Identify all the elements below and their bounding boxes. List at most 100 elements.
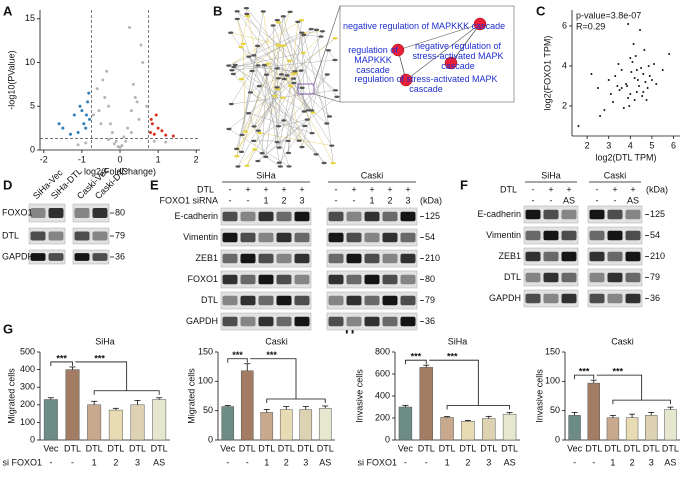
y-tick-label: 50 bbox=[550, 405, 560, 415]
blot-band bbox=[526, 273, 541, 283]
network-node bbox=[297, 140, 302, 142]
x-sublabel: 1 bbox=[445, 457, 450, 467]
network-node bbox=[226, 128, 231, 130]
zoom-line bbox=[314, 94, 340, 102]
network-node bbox=[278, 45, 283, 47]
blot-row-label: DTL bbox=[201, 295, 218, 305]
x-tick-label: -1 bbox=[78, 154, 86, 164]
kda-label: 210 bbox=[425, 253, 440, 263]
chart-title: Caski bbox=[265, 336, 288, 346]
network-edge bbox=[328, 50, 335, 60]
bar bbox=[461, 421, 474, 440]
point bbox=[138, 118, 141, 121]
x-sublabel: 3 bbox=[135, 457, 140, 467]
blot-band bbox=[347, 212, 362, 222]
y-axis-label: Invasive cells bbox=[354, 369, 364, 423]
condition-value: + bbox=[630, 184, 635, 194]
annotation: p-value=3.8e-07 bbox=[576, 10, 641, 20]
y-tick-label: 500 bbox=[20, 346, 35, 356]
point bbox=[608, 79, 610, 81]
network-node bbox=[276, 77, 281, 79]
condition-value: + bbox=[548, 184, 553, 194]
x-sublabel: - bbox=[592, 457, 595, 467]
blot-band bbox=[401, 233, 416, 243]
point bbox=[621, 87, 623, 89]
blot-band bbox=[590, 252, 605, 262]
blot-band bbox=[277, 296, 292, 306]
go-term: regulation of MAPKKK cascade bbox=[341, 45, 405, 75]
x-sublabel: - bbox=[404, 457, 407, 467]
x-axis-label: log2(DTL TPM) bbox=[595, 152, 656, 162]
condition-value: AS bbox=[563, 195, 575, 205]
x-sublabel: - bbox=[425, 457, 428, 467]
blot-band bbox=[365, 233, 380, 243]
network-node bbox=[277, 162, 282, 164]
point bbox=[153, 140, 156, 143]
blot-band bbox=[608, 294, 623, 304]
network-node bbox=[276, 21, 281, 23]
x-sublabel: 2 bbox=[630, 457, 635, 467]
y-tick-label: 0 bbox=[30, 434, 35, 444]
network-node bbox=[287, 60, 292, 62]
point bbox=[649, 75, 651, 77]
condition-value: - bbox=[596, 195, 599, 205]
blot-band bbox=[93, 208, 108, 218]
x-tick-label: DTL bbox=[480, 443, 497, 453]
x-tick-label: 1 bbox=[156, 154, 161, 164]
blot-row-label: GAPDH bbox=[186, 316, 218, 326]
blot-band bbox=[562, 210, 577, 220]
point bbox=[107, 138, 110, 141]
network-node bbox=[299, 31, 304, 33]
y-tick-label: 0 bbox=[30, 144, 35, 154]
condition-value: 1 bbox=[263, 195, 268, 205]
network-node bbox=[279, 73, 284, 75]
blot-band bbox=[295, 233, 310, 243]
blot-band bbox=[347, 275, 362, 285]
panel-label: E bbox=[150, 177, 159, 192]
group-label: SiHa bbox=[541, 170, 561, 180]
point bbox=[101, 79, 104, 82]
network-node bbox=[286, 140, 291, 142]
blot-band bbox=[626, 252, 641, 262]
blot-band bbox=[590, 231, 605, 241]
network-node bbox=[324, 122, 329, 124]
network-node bbox=[291, 82, 296, 84]
y-tick-label: 0 bbox=[385, 434, 390, 444]
x-sublabel: AS bbox=[153, 457, 165, 467]
blot-band bbox=[626, 231, 641, 241]
blot-band bbox=[277, 233, 292, 243]
condition-value: - bbox=[596, 184, 599, 194]
bar bbox=[280, 409, 292, 440]
blot-band bbox=[383, 254, 398, 264]
blot-band bbox=[49, 253, 64, 261]
blot-band bbox=[347, 317, 362, 327]
x-sublabel: 3 bbox=[486, 457, 491, 467]
point bbox=[164, 141, 167, 144]
x-tick-label: DTL bbox=[86, 443, 103, 453]
x-sublabel: 3 bbox=[649, 457, 654, 467]
x-tick-label: DTL bbox=[585, 443, 602, 453]
network-node bbox=[234, 155, 239, 157]
blot-band bbox=[31, 208, 46, 218]
network-edge bbox=[237, 12, 290, 156]
bar bbox=[420, 367, 433, 440]
network-edge bbox=[287, 38, 335, 75]
point bbox=[92, 114, 95, 117]
point bbox=[612, 101, 614, 103]
network-node bbox=[244, 13, 249, 15]
blot-band bbox=[259, 275, 274, 285]
blot-band bbox=[241, 296, 256, 306]
network-edge bbox=[255, 149, 281, 166]
point bbox=[113, 142, 116, 145]
point bbox=[627, 23, 629, 25]
condition-value: - bbox=[353, 195, 356, 205]
x-tick-label: DTL bbox=[151, 443, 168, 453]
x-tick-label: 4 bbox=[628, 140, 633, 150]
blot-band bbox=[223, 317, 238, 327]
blot-band bbox=[347, 254, 362, 264]
network-node bbox=[252, 148, 257, 150]
zoom-line bbox=[314, 6, 340, 84]
bar bbox=[131, 405, 144, 440]
x-tick-label: DTL bbox=[239, 443, 256, 453]
blot-band bbox=[562, 294, 577, 304]
